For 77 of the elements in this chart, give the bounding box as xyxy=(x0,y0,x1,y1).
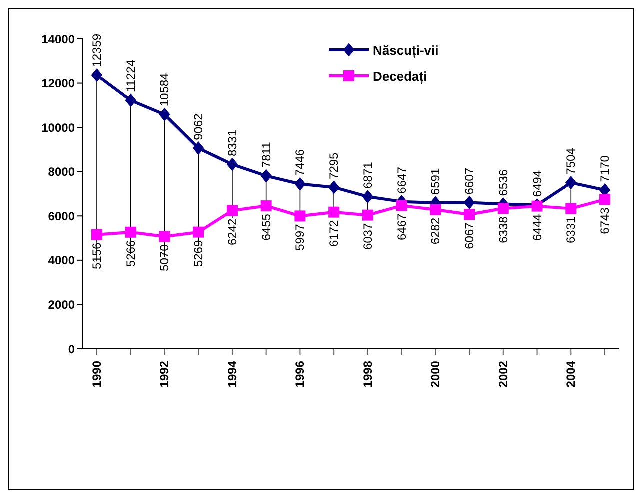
data-label: 6455 xyxy=(259,214,274,241)
data-label: 6338 xyxy=(496,216,510,244)
point xyxy=(362,210,374,221)
point xyxy=(92,229,102,240)
y-tick-label: 12000 xyxy=(42,76,76,91)
point xyxy=(464,209,476,220)
data-label: 6647 xyxy=(394,166,409,194)
point xyxy=(362,190,374,204)
point xyxy=(193,142,204,155)
point xyxy=(125,94,136,107)
data-label: 6871 xyxy=(360,162,375,189)
point xyxy=(566,176,577,190)
data-label: 7811 xyxy=(259,142,274,168)
x-tick-label: 1992 xyxy=(158,360,172,388)
x-tick-label: 1998 xyxy=(360,360,375,388)
data-label: 9062 xyxy=(192,113,206,140)
point xyxy=(159,108,170,122)
point xyxy=(328,180,340,194)
point xyxy=(260,170,272,183)
y-tick-label: 0 xyxy=(68,342,76,356)
data-label: 8331 xyxy=(225,130,240,157)
data-label: 6242 xyxy=(225,218,240,246)
point xyxy=(125,226,136,238)
x-tick-label: 1994 xyxy=(225,360,240,388)
y-tick-label: 2000 xyxy=(48,298,76,312)
x-tick-label: 2004 xyxy=(564,360,578,388)
y-tick-label: 4000 xyxy=(48,254,76,268)
data-label: 6743 xyxy=(598,207,612,234)
point xyxy=(328,206,340,218)
data-label: 10584 xyxy=(158,72,172,107)
data-label: 6037 xyxy=(360,223,375,250)
point xyxy=(226,158,238,172)
point xyxy=(396,200,408,212)
data-label: 6282 xyxy=(428,218,443,245)
point xyxy=(498,203,509,214)
point xyxy=(600,194,610,206)
point xyxy=(294,210,306,222)
data-label: 5266 xyxy=(124,240,138,268)
y-tick-label: 6000 xyxy=(48,209,76,224)
legend-label: Născuți-vii xyxy=(373,42,439,58)
data-label: 11224 xyxy=(124,60,138,92)
point xyxy=(159,231,170,242)
x-tick-label: 2002 xyxy=(496,360,510,388)
data-label: 5269 xyxy=(192,240,206,268)
y-tick-label: 8000 xyxy=(48,165,76,180)
data-label: 6591 xyxy=(428,168,443,196)
x-tick-label: 2000 xyxy=(428,360,443,388)
data-label: 12359 xyxy=(90,34,104,68)
data-label: 7170 xyxy=(598,155,612,182)
y-tick-label: 14000 xyxy=(42,32,76,46)
point xyxy=(566,203,577,214)
data-label: 5997 xyxy=(293,224,308,251)
data-label: 7295 xyxy=(327,152,342,180)
data-label: 6467 xyxy=(394,213,409,241)
data-label: 6536 xyxy=(496,169,510,196)
point xyxy=(193,226,204,238)
point xyxy=(294,178,306,191)
data-label: 7446 xyxy=(293,149,308,176)
data-label: 7504 xyxy=(564,148,578,175)
data-label: 6607 xyxy=(462,168,477,195)
point xyxy=(260,200,272,212)
data-label: 6494 xyxy=(530,170,544,198)
point xyxy=(92,68,102,82)
data-label: 6172 xyxy=(327,220,342,248)
point xyxy=(532,200,543,212)
point xyxy=(464,196,476,210)
data-label: 6444 xyxy=(530,214,544,242)
legend-label: Decedați xyxy=(373,68,428,84)
x-tick-label: 1996 xyxy=(293,360,308,388)
data-label: 5156 xyxy=(90,242,104,270)
data-label: 5070 xyxy=(158,244,172,272)
data-label: 6331 xyxy=(564,216,578,244)
point xyxy=(226,205,238,216)
data-label: 6067 xyxy=(462,222,477,250)
point xyxy=(430,204,442,216)
x-tick-label: 1990 xyxy=(90,360,104,388)
y-tick-label: 10000 xyxy=(42,120,76,135)
